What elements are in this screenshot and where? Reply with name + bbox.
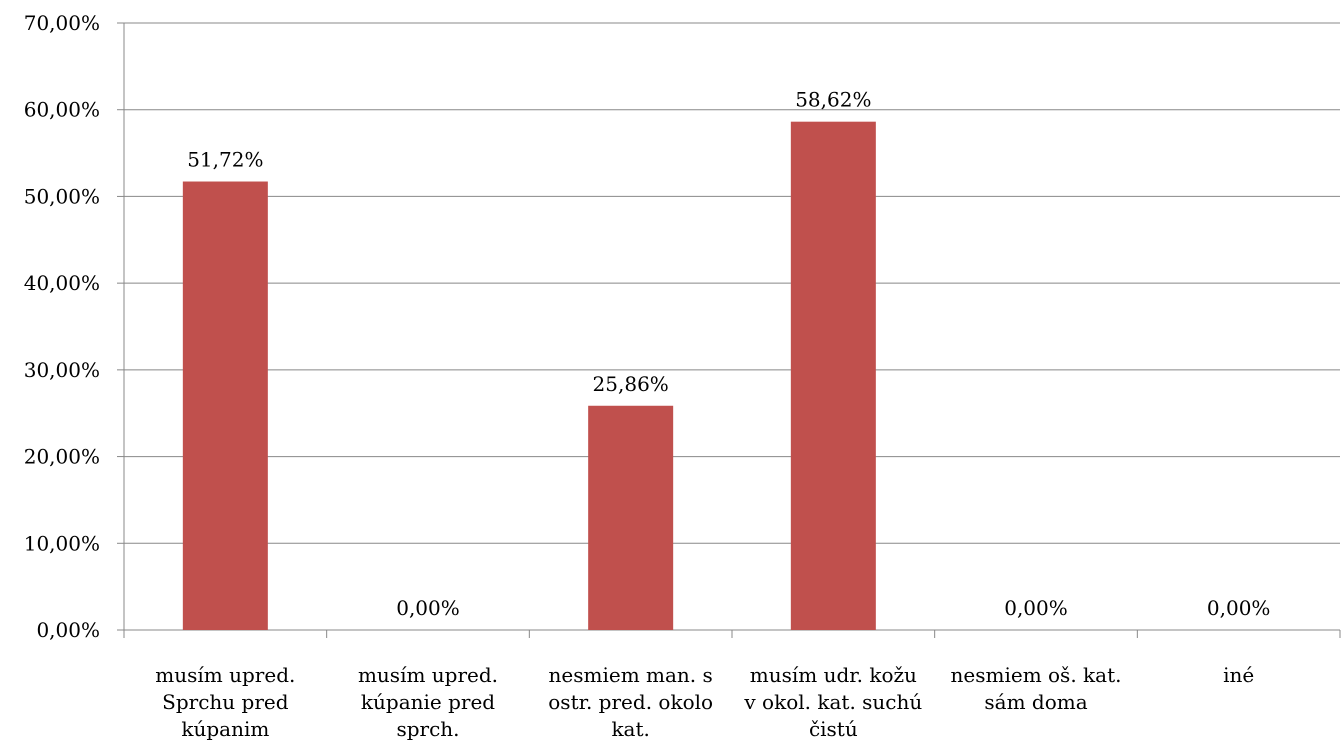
data-label: 0,00% [396, 596, 460, 620]
data-label: 58,62% [795, 88, 871, 112]
x-category-label: musím upred. kúpanie pred sprch. [358, 663, 498, 741]
x-category-label-line: musím upred. [358, 663, 498, 687]
x-category-label: nesmiem man. s ostr. pred. okolo kat. [548, 663, 713, 741]
x-category-label-line: Sprchu pred [162, 690, 289, 714]
x-category-label-line: kúpanie pred [361, 690, 495, 714]
x-category-label: musím upred. Sprchu pred kúpanim [155, 663, 295, 741]
x-category-label-line: musím upred. [155, 663, 295, 687]
y-tick-label: 50,00% [24, 184, 100, 208]
x-category-label: nesmiem oš. kat. sám doma [951, 663, 1122, 714]
x-category-label-line: ostr. pred. okolo [548, 690, 713, 714]
x-category-label-line: musím udr. kožu [750, 663, 917, 687]
bar [588, 405, 674, 630]
y-tick-label: 40,00% [24, 271, 100, 295]
y-tick-label: 10,00% [24, 531, 100, 555]
x-category-label-line: nesmiem oš. kat. [951, 663, 1122, 687]
x-category-label-line: nesmiem man. s [549, 663, 713, 687]
x-category-label-line: kat. [611, 717, 649, 741]
x-category-label: iné [1223, 663, 1254, 687]
y-tick-label: 70,00% [24, 11, 100, 35]
data-label: 0,00% [1004, 596, 1068, 620]
y-tick-label: 20,00% [24, 445, 100, 469]
bar [182, 181, 268, 630]
x-category-label-line: v okol. kat. suchú [743, 690, 922, 714]
x-category-label-line: čistú [809, 717, 858, 741]
bar [790, 121, 876, 631]
y-tick-label: 60,00% [24, 98, 100, 122]
x-category-label-line: iné [1223, 663, 1254, 687]
y-tick-label: 0,00% [36, 618, 100, 642]
x-category-label-line: sám doma [984, 690, 1087, 714]
data-label: 51,72% [187, 148, 263, 172]
x-category-label-line: kúpanim [181, 717, 269, 741]
data-label: 0,00% [1207, 596, 1271, 620]
x-category-label: musím udr. kožu v okol. kat. suchú čistú [743, 663, 922, 741]
data-label: 25,86% [593, 372, 669, 396]
y-tick-label: 30,00% [24, 358, 100, 382]
x-category-label-line: sprch. [396, 717, 459, 741]
